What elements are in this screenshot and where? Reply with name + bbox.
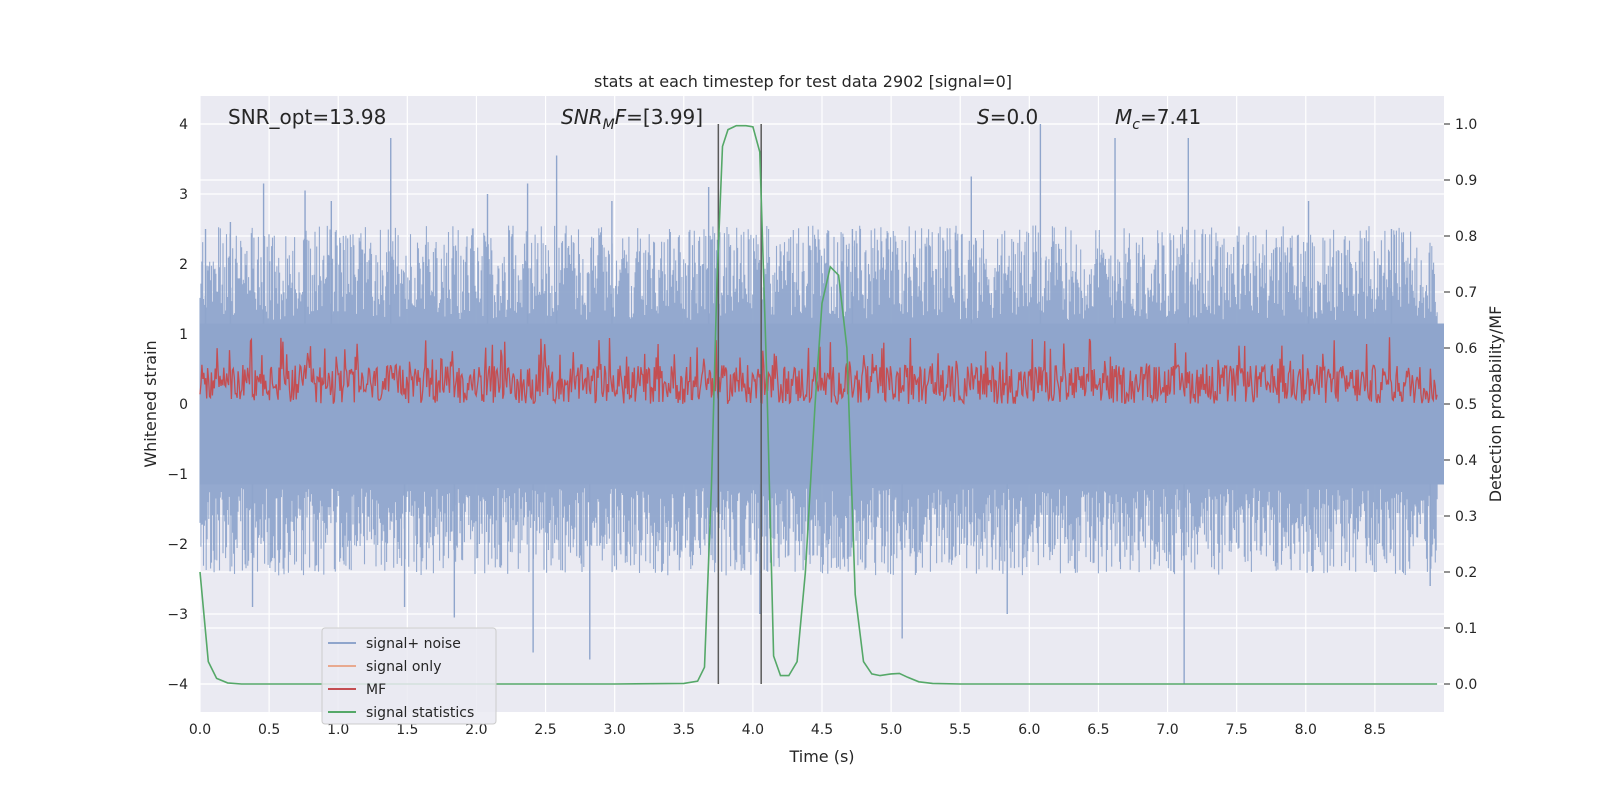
x-tick-label: 6.0 xyxy=(1018,722,1040,738)
annotation-s-rest: =0.0 xyxy=(990,105,1039,129)
y-right-tick-label: 0.5 xyxy=(1455,397,1477,413)
y-right-tick-label: 0.1 xyxy=(1455,621,1477,637)
y-tick-label: 2 xyxy=(179,257,188,273)
mf-line xyxy=(199,337,1438,406)
legend: signal+ noise signal only MF signal statist… xyxy=(321,627,497,725)
y-tick-label: −4 xyxy=(167,677,188,693)
y-tick-label: 4 xyxy=(179,117,188,133)
legend-box xyxy=(321,627,497,725)
annotation-mc-rest: =7.41 xyxy=(1140,105,1201,129)
series-mf xyxy=(199,337,1438,406)
x-tick-label: 5.5 xyxy=(949,722,971,738)
y-axis-ticks: −4 −3 −2 −1 0 1 2 3 4 xyxy=(167,117,188,693)
annotation-mc-sub: c xyxy=(1132,117,1140,133)
y-right-tick-label: 0.4 xyxy=(1455,453,1477,469)
x-tick-label: 8.0 xyxy=(1295,722,1317,738)
y-right-tick-label: 0.7 xyxy=(1455,285,1477,301)
signal-statistics-line xyxy=(199,124,1438,685)
x-tick-label: 4.5 xyxy=(811,722,833,738)
y-axis-right-ticks: 0.0 0.1 0.2 0.3 0.4 0.5 0.6 0.7 0.8 0.9 1.0 xyxy=(1444,117,1477,693)
y-right-tick-label: 1.0 xyxy=(1455,117,1477,133)
y-tick-label: −2 xyxy=(167,537,188,553)
y-right-tick-label: 0.6 xyxy=(1455,341,1477,357)
x-axis-ticks: 0.0 0.5 1.0 1.5 2.0 2.5 3.0 3.5 4.0 4.5 5.0 5.5 6.0 6… xyxy=(189,722,1386,738)
y-tick-label: −1 xyxy=(167,467,188,483)
y-tick-label: 0 xyxy=(179,397,188,413)
y-tick-label: −3 xyxy=(167,607,188,623)
annotation-s: S=0.0 xyxy=(977,105,1038,129)
annotation-snr-mf-sub: M xyxy=(603,117,615,133)
x-tick-label: 0.0 xyxy=(189,722,211,738)
annotation-snr-mf-main: SNR xyxy=(561,105,603,129)
y-tick-label: 1 xyxy=(179,327,188,343)
x-tick-label: 0.5 xyxy=(258,722,280,738)
y-right-tick-label: 0.9 xyxy=(1455,173,1477,189)
y-right-tick-label: 0.0 xyxy=(1455,677,1477,693)
x-tick-label: 6.5 xyxy=(1087,722,1109,738)
x-tick-label: 7.5 xyxy=(1226,722,1248,738)
x-tick-label: 7.0 xyxy=(1156,722,1178,738)
y-axis-label: Whitened strain xyxy=(141,340,160,467)
series-signal-statistics xyxy=(199,124,1438,685)
x-tick-label: 1.5 xyxy=(396,722,418,738)
annotation-mc: Mc=7.41 xyxy=(1115,105,1201,133)
x-tick-label: 5.0 xyxy=(880,722,902,738)
legend-label: signal+ noise xyxy=(366,636,461,652)
legend-label: signal statistics xyxy=(366,705,474,721)
y-tick-label: 3 xyxy=(179,187,188,203)
y-axis-right-label: Detection probability/MF xyxy=(1486,306,1505,503)
annotation-s-main: S xyxy=(977,105,990,129)
noise-core xyxy=(200,323,1444,485)
x-tick-label: 1.0 xyxy=(327,722,349,738)
x-tick-label: 8.5 xyxy=(1364,722,1386,738)
y-right-tick-label: 0.2 xyxy=(1455,565,1477,581)
y-right-tick-label: 0.3 xyxy=(1455,509,1477,525)
series-signal-plus-noise xyxy=(199,124,1444,684)
x-tick-label: 3.5 xyxy=(673,722,695,738)
legend-label: MF xyxy=(366,682,386,698)
annotation-mc-main: M xyxy=(1115,105,1132,129)
annotation-snr-mf: SNRMF=[3.99] xyxy=(561,105,703,133)
chart-title: stats at each timestep for test data 290… xyxy=(594,72,1012,91)
y-right-tick-label: 0.8 xyxy=(1455,229,1477,245)
x-tick-label: 4.0 xyxy=(742,722,764,738)
annotation-snr-mf-rest: =[3.99] xyxy=(626,105,703,129)
x-tick-label: 2.5 xyxy=(534,722,556,738)
legend-label: signal only xyxy=(366,659,441,675)
x-tick-label: 2.0 xyxy=(465,722,487,738)
annotation-snr-mf-rest-f: F xyxy=(615,105,627,129)
annotation-snr-opt: SNR_opt=13.98 xyxy=(228,105,386,129)
x-tick-label: 3.0 xyxy=(604,722,626,738)
x-axis-label: Time (s) xyxy=(788,747,854,766)
